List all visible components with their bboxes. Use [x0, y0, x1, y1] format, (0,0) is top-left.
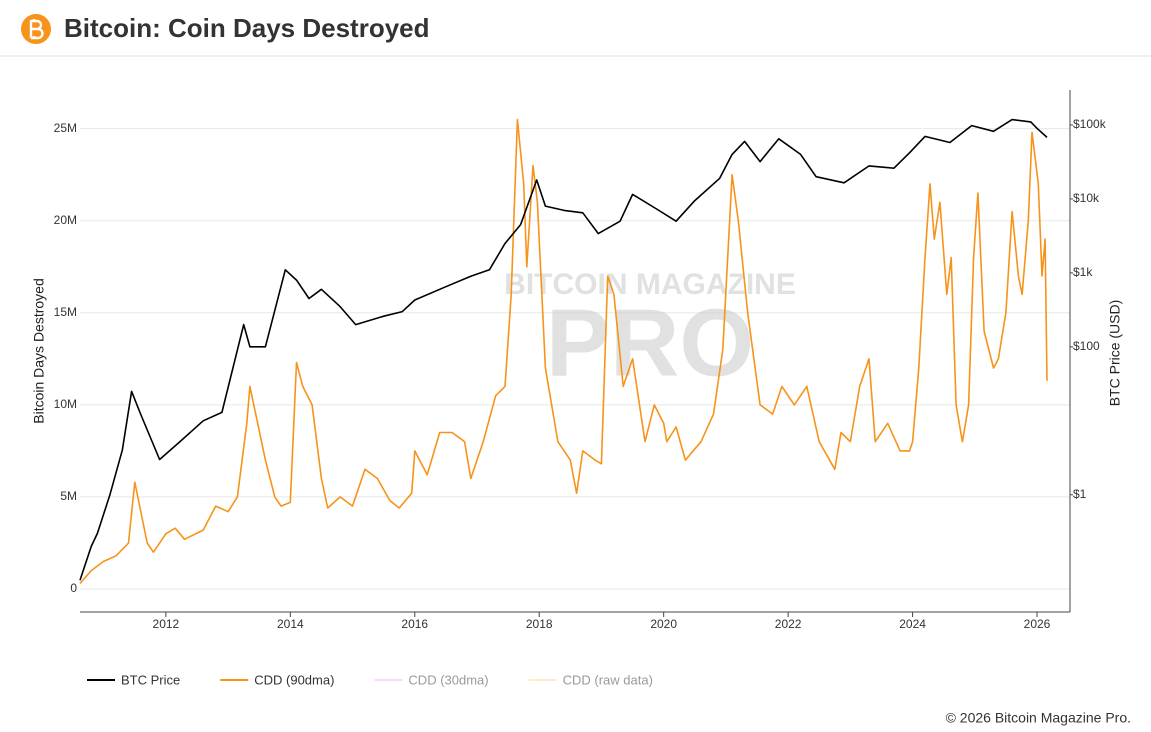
y-tick-label: 25M [54, 121, 77, 135]
y2-tick-label: $100 [1073, 339, 1100, 353]
x-tick-label: 2018 [526, 617, 553, 631]
y-tick-label: 15M [54, 305, 77, 319]
y2-axis-title: BTC Price (USD) [1107, 300, 1123, 407]
y-tick-label: 0 [70, 581, 77, 595]
y2-tick-label: $10k [1073, 191, 1100, 205]
bitcoin-icon [21, 14, 51, 44]
series-line [79, 118, 1048, 581]
legend-label[interactable]: CDD (30dma) [408, 672, 488, 687]
legend-label[interactable]: CDD (90dma) [254, 672, 334, 687]
x-tick-label: 2022 [775, 617, 802, 631]
x-tick-label: 2012 [153, 617, 180, 631]
x-tick-label: 2020 [650, 617, 677, 631]
legend-item[interactable]: CDD (raw data) [528, 672, 653, 687]
watermark: BITCOIN MAGAZINE PRO [504, 268, 796, 396]
x-tick-label: 2016 [401, 617, 428, 631]
y-tick-label: 10M [54, 397, 77, 411]
page-title: Bitcoin: Coin Days Destroyed [64, 13, 430, 43]
legend-item[interactable]: CDD (30dma) [374, 672, 489, 687]
legend-item[interactable]: BTC Price [87, 672, 180, 687]
y2-tick-label: $1k [1073, 265, 1093, 279]
legend-item[interactable]: CDD (90dma) [220, 672, 334, 687]
series-line [79, 118, 1048, 585]
y-tick-label: 5M [60, 489, 77, 503]
y-axis-title: Bitcoin Days Destroyed [31, 278, 47, 424]
x-tick-label: 2014 [277, 617, 304, 631]
legend-label[interactable]: BTC Price [121, 672, 180, 687]
plot-area: 0 5M 10M 15M 20M 25M $1 $100 $1k $10k $100k 2012 201… [54, 90, 1107, 687]
x-tick-label: 2024 [899, 617, 926, 631]
x-tick-label: 2026 [1024, 617, 1051, 631]
y2-tick-label: $100k [1073, 117, 1107, 131]
copyright: © 2026 Bitcoin Magazine Pro. [946, 710, 1131, 726]
y-tick-label: 20M [54, 213, 77, 227]
legend-label[interactable]: CDD (raw data) [563, 672, 653, 687]
watermark-top: BITCOIN MAGAZINE [504, 268, 796, 301]
y2-tick-label: $1 [1073, 487, 1087, 501]
